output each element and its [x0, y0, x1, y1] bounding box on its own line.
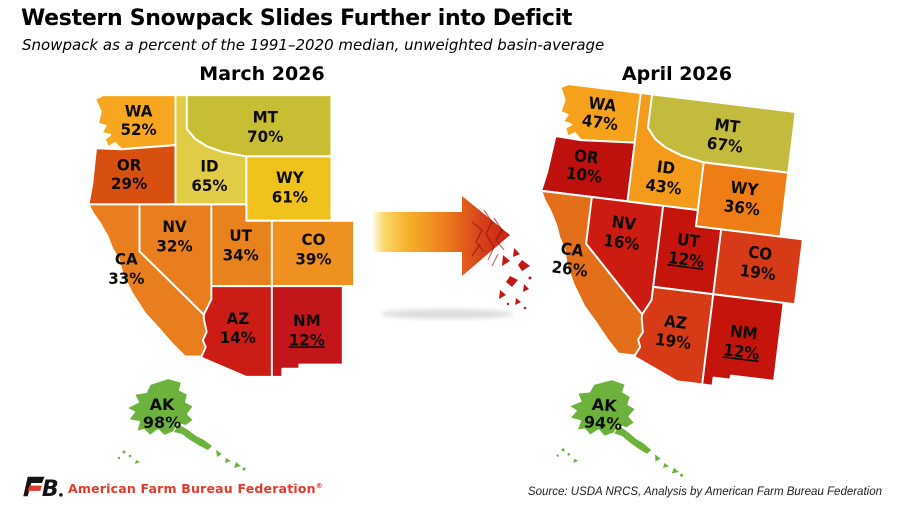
march-alaska-map: AK 98%	[116, 374, 248, 471]
state-id-label: ID	[200, 156, 218, 176]
state-az-label: AZ	[227, 308, 250, 328]
state-wa-value: 47%	[581, 110, 620, 134]
state-co-label: CO	[747, 242, 773, 264]
state-ut-label: UT	[676, 229, 701, 251]
state-az-value: 14%	[220, 328, 256, 348]
state-id-label: ID	[656, 157, 676, 179]
state-ak-value: 94%	[583, 412, 623, 434]
page-title: Western Snowpack Slides Further into Def…	[21, 6, 573, 31]
state-wy-label: WY	[729, 177, 759, 200]
brand-text: American Farm Bureau Federation®	[68, 481, 323, 496]
april-map-title: April 2026	[621, 63, 733, 85]
state-co-value: 19%	[739, 260, 778, 284]
state-ca-label: CA	[115, 249, 139, 269]
state-ut-value: 12%	[667, 247, 706, 271]
state-wy-value: 36%	[723, 196, 762, 220]
state-nv-value: 16%	[602, 230, 641, 254]
afbf-logo-letter: B	[42, 476, 59, 500]
state-id-value: 43%	[644, 175, 683, 199]
state-mt-value: 67%	[706, 133, 745, 157]
state-co	[712, 228, 804, 306]
april-conus-map: WA 47% OR 10% ID 43% MT 67% WY 36% NV 16…	[511, 76, 820, 397]
state-nm-value: 12%	[722, 340, 761, 364]
state-ut-value: 34%	[223, 245, 259, 265]
state-co-label: CO	[301, 230, 325, 250]
state-wa-value: 52%	[121, 119, 157, 139]
brand-trademark: ®	[315, 481, 323, 490]
march-conus-map: WA 52% OR 29% ID 65% MT 70% WY 61% NV 32…	[80, 90, 356, 380]
state-nm-label: NM	[293, 310, 321, 330]
state-mt	[647, 93, 797, 174]
state-wy-value: 61%	[272, 187, 308, 207]
afbf-logo-icon: B	[23, 476, 63, 500]
state-nm	[270, 285, 344, 378]
state-mt-label: MT	[253, 107, 279, 127]
state-wy-label: WY	[276, 167, 304, 187]
state-nv-label: NV	[611, 212, 638, 235]
state-nv-value: 32%	[156, 236, 192, 256]
brand-name: American Farm Bureau Federation	[68, 481, 316, 496]
state-or-value: 29%	[111, 173, 147, 193]
state-ak-label: AK	[150, 395, 175, 414]
state-or-label: OR	[573, 145, 600, 168]
state-wa-label: WA	[587, 93, 618, 116]
state-nm-label: NM	[729, 321, 759, 344]
state-az-value: 19%	[654, 329, 693, 353]
march-map-title: March 2026	[199, 63, 325, 85]
state-co	[270, 219, 356, 288]
state-ut-label: UT	[229, 226, 252, 246]
state-or-value: 10%	[565, 163, 604, 187]
state-mt-label: MT	[714, 114, 742, 137]
state-mt-value: 70%	[247, 127, 283, 147]
page-subtitle: Snowpack as a percent of the 1991–2020 m…	[22, 36, 605, 54]
state-ak-label: AK	[591, 395, 618, 416]
state-mt	[185, 94, 333, 158]
state-ca-value: 26%	[551, 257, 590, 281]
state-nm	[701, 293, 785, 387]
transition-arrow-icon	[372, 192, 540, 322]
state-ca-value: 33%	[108, 268, 144, 288]
state-nm-value: 12%	[289, 330, 325, 350]
state-ak-value: 98%	[143, 413, 181, 432]
state-az-label: AZ	[663, 311, 688, 333]
april-alaska-map: AK 94%	[554, 372, 692, 477]
source-attribution: Source: USDA NRCS, Analysis by American …	[527, 486, 882, 498]
state-or-label: OR	[117, 155, 141, 175]
state-nv-label: NV	[162, 216, 187, 236]
state-co-value: 39%	[295, 249, 331, 269]
state-ca-label: CA	[560, 238, 586, 260]
state-id-value: 65%	[191, 176, 227, 196]
state-wa-label: WA	[125, 101, 153, 121]
state-ak	[117, 377, 246, 471]
state-ak	[556, 378, 684, 477]
